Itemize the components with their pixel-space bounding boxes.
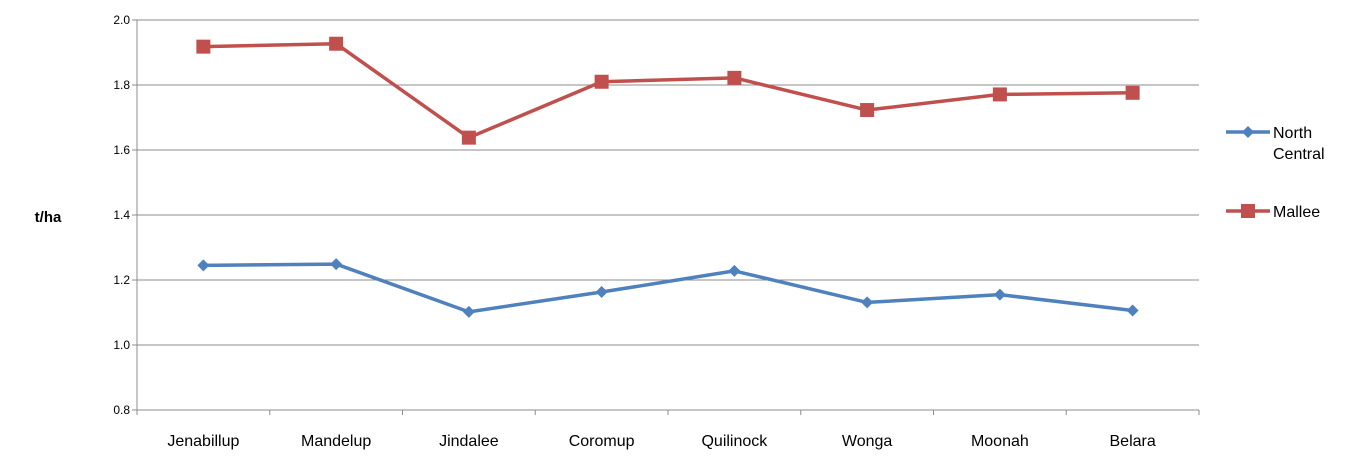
legend-label: Mallee — [1273, 204, 1320, 221]
y-tick-labels: 0.8 1.0 1.2 1.4 1.6 1.8 2.0 — [113, 13, 137, 417]
series-mallee — [196, 36, 1140, 145]
series-north-central — [197, 258, 1139, 318]
data-point — [992, 87, 1007, 102]
x-tick-label: Mandelup — [301, 433, 371, 450]
data-point — [461, 130, 476, 145]
x-tick-label: Jenabillup — [167, 433, 239, 450]
data-point — [594, 74, 609, 89]
data-point — [728, 264, 741, 277]
y-tick-label: 1.4 — [113, 208, 130, 222]
legend-marker — [1242, 126, 1254, 138]
legend-marker — [1241, 204, 1255, 218]
legend-item: North Central — [1226, 125, 1325, 163]
y-tick-label: 1.0 — [113, 338, 130, 352]
y-axis-label: t/ha — [35, 209, 62, 226]
legend-label-cont: Central — [1273, 146, 1325, 163]
y-tick-label: 1.6 — [113, 143, 130, 157]
data-point — [1126, 304, 1139, 317]
data-point — [993, 288, 1006, 301]
data-point — [860, 103, 875, 118]
y-tick-label: 0.8 — [113, 403, 130, 417]
data-point — [197, 259, 210, 272]
legend-label: North — [1273, 125, 1312, 142]
legend-item: Mallee — [1226, 204, 1320, 221]
data-point — [462, 305, 475, 318]
x-tick-labels: Jenabillup Mandelup Jindalee Coromup Quilino… — [136, 410, 1200, 450]
series-lines — [196, 36, 1140, 318]
data-point — [861, 296, 874, 309]
series-line — [203, 41, 1133, 140]
x-tick-label: Jindalee — [439, 433, 499, 450]
data-point — [196, 39, 211, 54]
x-tick-label: Wonga — [842, 433, 893, 450]
data-point — [329, 36, 344, 51]
x-tick-label: Moonah — [971, 433, 1029, 450]
data-point — [595, 286, 608, 299]
data-point — [727, 70, 742, 85]
data-point — [1125, 85, 1140, 100]
y-tick-label: 2.0 — [113, 13, 130, 27]
legend: North Central Mallee — [1226, 125, 1325, 221]
series-line — [203, 262, 1133, 314]
x-tick-label: Quilinock — [701, 433, 768, 450]
gridlines — [137, 19, 1199, 346]
x-tick-label: Coromup — [569, 433, 635, 450]
y-tick-label: 1.8 — [113, 78, 130, 92]
x-tick-label: Belara — [1110, 433, 1156, 450]
y-tick-label: 1.2 — [113, 273, 130, 287]
data-point — [330, 258, 343, 271]
